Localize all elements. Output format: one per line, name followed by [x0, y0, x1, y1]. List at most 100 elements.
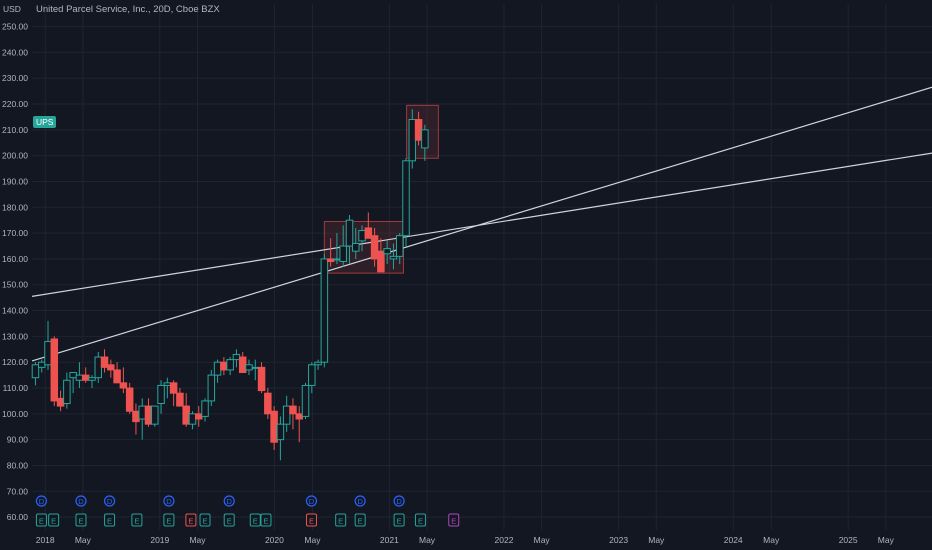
- candle-body: [50, 338, 59, 402]
- candle-up: [421, 124, 429, 161]
- candle-up: [213, 359, 222, 383]
- candle-body: [326, 258, 335, 263]
- earnings-marker[interactable]: E: [393, 513, 405, 527]
- earnings-marker[interactable]: E: [249, 513, 261, 527]
- candle-body: [282, 405, 291, 425]
- candle-up: [402, 158, 410, 247]
- candle-down: [169, 380, 178, 407]
- candle-up: [157, 380, 165, 414]
- y-tick-label: 60.00: [7, 512, 29, 522]
- earnings-marker[interactable]: E: [354, 513, 366, 527]
- candle-body: [301, 384, 310, 417]
- candle-up: [75, 362, 84, 389]
- candle-body: [308, 364, 316, 386]
- dividend-marker[interactable]: D: [35, 495, 48, 507]
- earnings-marker[interactable]: E: [414, 513, 426, 527]
- earnings-marker[interactable]: E: [104, 513, 116, 527]
- symbol-badge: UPS: [33, 116, 57, 128]
- earnings-marker[interactable]: E: [199, 513, 211, 527]
- dividend-marker-label: D: [78, 497, 84, 506]
- candle-down: [194, 406, 203, 427]
- x-tick-label: 2020: [265, 535, 284, 545]
- x-tick-label: 2024: [724, 535, 743, 545]
- earnings-marker[interactable]: E: [131, 513, 143, 527]
- candle-down: [238, 351, 247, 374]
- candle-down: [81, 367, 90, 383]
- candle-body: [125, 387, 134, 412]
- candle-up: [339, 225, 347, 267]
- candle-body: [119, 382, 128, 389]
- earnings-marker-box: [199, 513, 211, 527]
- earnings-marker[interactable]: E: [48, 513, 60, 527]
- dividend-marker[interactable]: D: [75, 495, 87, 507]
- dividend-marker-label: D: [357, 497, 363, 506]
- trendline[interactable]: [31, 152, 932, 297]
- earnings-marker-box: [393, 513, 405, 527]
- earnings-marker[interactable]: E: [75, 513, 87, 527]
- candle-down: [257, 362, 266, 394]
- candle-up: [88, 375, 96, 389]
- candle-body: [320, 258, 329, 363]
- trendline[interactable]: [31, 86, 932, 362]
- y-tick-label: 100.00: [2, 409, 28, 419]
- earnings-marker[interactable]: E: [448, 513, 460, 527]
- y-tick-label: 110.00: [3, 383, 29, 393]
- candle-body: [377, 250, 385, 273]
- dividend-marker[interactable]: D: [393, 495, 405, 507]
- earnings-marker-box: [223, 513, 235, 527]
- x-tick-label: May: [878, 535, 895, 545]
- dividend-marker-label: D: [107, 497, 113, 506]
- y-tick-label: 220.00: [2, 99, 28, 109]
- candle-up: [308, 362, 316, 394]
- dividend-marker[interactable]: D: [354, 495, 366, 507]
- candle-body: [107, 364, 115, 371]
- earnings-marker[interactable]: E: [185, 513, 197, 527]
- earnings-marker[interactable]: E: [35, 513, 47, 527]
- y-tick-label: 150.00: [2, 280, 28, 290]
- highlight-rectangle[interactable]: [323, 220, 404, 274]
- y-tick-label: 210.00: [2, 125, 28, 135]
- candle-body: [201, 400, 209, 417]
- trendline-drawings[interactable]: [31, 86, 932, 362]
- earnings-marker-label: E: [227, 517, 232, 526]
- candle-body: [37, 361, 46, 368]
- earnings-marker-box: [185, 513, 197, 527]
- candle-body: [232, 353, 241, 361]
- y-tick-label: 240.00: [2, 47, 28, 57]
- candle-up: [69, 372, 77, 394]
- earnings-marker[interactable]: E: [223, 513, 235, 527]
- earnings-marker[interactable]: E: [305, 513, 317, 527]
- candle-body: [157, 384, 165, 404]
- candle-body: [44, 341, 52, 366]
- dividend-marker[interactable]: D: [163, 495, 175, 507]
- x-tick-label: 2022: [495, 535, 514, 545]
- candle-up: [383, 240, 391, 265]
- dividend-marker[interactable]: D: [103, 495, 116, 507]
- dividend-marker[interactable]: D: [305, 495, 318, 507]
- x-axis-labels: 2018 May 2019 May 2020 May 2021 May 2022 May 2023 M…: [36, 535, 895, 545]
- candle-down: [182, 393, 190, 427]
- dividend-marker[interactable]: D: [223, 495, 235, 507]
- candle-body: [213, 361, 222, 376]
- candle-body: [251, 366, 260, 369]
- grid: [32, 4, 932, 530]
- earnings-marker[interactable]: E: [163, 513, 175, 527]
- earnings-marker[interactable]: E: [260, 513, 272, 527]
- candle-down: [176, 388, 184, 407]
- earnings-marker-label: E: [188, 517, 193, 526]
- candle-body: [220, 361, 228, 371]
- candle-up: [44, 320, 52, 370]
- candle-down: [113, 362, 121, 384]
- candle-body: [163, 382, 172, 386]
- earnings-marker[interactable]: E: [335, 513, 347, 527]
- candle-body: [358, 230, 366, 242]
- earnings-marker-label: E: [39, 517, 44, 526]
- candle-up: [282, 395, 291, 432]
- candle-up: [314, 359, 322, 370]
- candle-body: [63, 379, 71, 405]
- candle-up: [320, 253, 329, 368]
- candle-down: [264, 388, 272, 419]
- y-axis-labels: 60.00 70.00 80.00 90.00 100.00 110.00 120.00 13…: [2, 22, 28, 523]
